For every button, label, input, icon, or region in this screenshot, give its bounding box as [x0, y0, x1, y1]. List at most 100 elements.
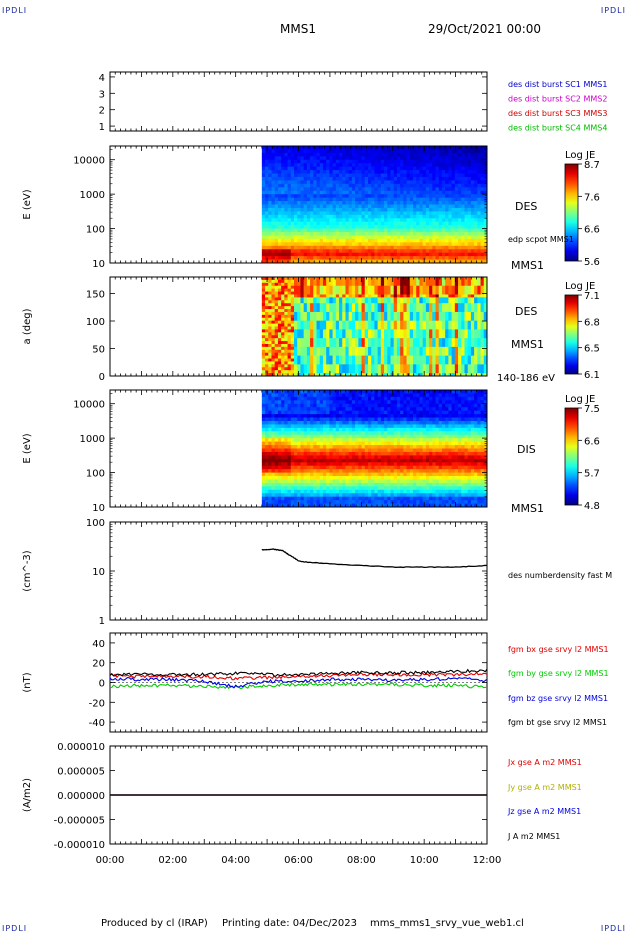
heatmap-cell	[451, 166, 456, 171]
heatmap-cell	[419, 373, 424, 377]
heatmap-cell	[467, 159, 472, 164]
heatmap-cell	[290, 349, 295, 354]
heatmap-cell	[358, 329, 362, 333]
heatmap-cell	[303, 294, 308, 298]
heatmap-cell	[319, 309, 324, 313]
heatmap-cell	[374, 361, 379, 365]
heatmap-cell	[355, 338, 359, 342]
heatmap-cell	[409, 343, 414, 348]
heatmap-cell	[441, 218, 446, 223]
heatmap-cell	[306, 364, 311, 368]
heatmap-cell	[306, 207, 311, 212]
heatmap-cell	[400, 300, 404, 304]
heatmap-cell	[348, 303, 353, 307]
heatmap-cell	[367, 201, 372, 205]
heatmap-cell	[377, 214, 382, 219]
heatmap-cell	[448, 166, 453, 171]
heatmap-cell	[467, 306, 472, 310]
heatmap-cell	[313, 249, 317, 254]
heatmap-cell	[377, 352, 382, 357]
heatmap-cell	[380, 170, 385, 174]
heatmap-cell	[400, 338, 404, 342]
heatmap-cell	[400, 288, 404, 292]
heatmap-cell	[445, 159, 449, 164]
heatmap-cell	[367, 221, 372, 226]
heatmap-cell	[361, 159, 366, 164]
heatmap-cell	[297, 291, 301, 295]
heatmap-cell	[277, 232, 282, 236]
heatmap-cell	[451, 306, 456, 310]
heatmap-cell	[361, 152, 366, 157]
heatmap-cell	[351, 300, 356, 304]
heatmap-cell	[470, 180, 475, 185]
heatmap-cell	[355, 285, 359, 290]
heatmap-cell	[374, 249, 379, 254]
heatmap-cell	[458, 146, 462, 150]
heatmap-cell	[377, 335, 382, 339]
heatmap-cell	[367, 176, 372, 181]
heatmap-cell	[396, 279, 401, 284]
y-tick-label: 4	[99, 73, 105, 84]
heatmap-cell	[271, 190, 276, 195]
heatmap-cell	[445, 194, 449, 199]
heatmap-cell	[461, 297, 465, 301]
heatmap-cell	[364, 355, 369, 359]
heatmap-cell	[374, 204, 379, 209]
heatmap-cell	[403, 197, 407, 202]
heatmap-cell	[367, 259, 372, 264]
heatmap-cell	[290, 149, 295, 154]
heatmap-cell	[461, 146, 465, 150]
heatmap-cell	[384, 358, 388, 362]
heatmap-cell	[425, 201, 430, 205]
heatmap-cell	[294, 180, 298, 185]
heatmap-cell	[406, 326, 411, 330]
heatmap-cell	[306, 329, 311, 333]
heatmap-cell	[284, 323, 288, 327]
heatmap-cell	[319, 346, 324, 351]
heatmap-cell	[380, 285, 385, 290]
heatmap-cell	[451, 317, 456, 322]
heatmap-cell	[339, 317, 343, 322]
heatmap-cell	[406, 346, 411, 351]
heatmap-cell	[332, 201, 337, 205]
heatmap-cell	[435, 346, 440, 351]
heatmap-cell	[413, 282, 417, 287]
heatmap-cell	[326, 201, 330, 205]
heatmap-cell	[403, 204, 407, 209]
heatmap-cell	[419, 256, 424, 260]
heatmap-cell	[432, 288, 436, 292]
heatmap-cell	[274, 201, 279, 205]
heatmap-cell	[300, 197, 305, 202]
heatmap-cell	[316, 367, 321, 371]
heatmap-cell	[441, 194, 446, 199]
heatmap-cell	[355, 211, 359, 216]
heatmap-cell	[467, 288, 472, 292]
heatmap-cell	[445, 183, 449, 188]
heatmap-cell	[387, 232, 391, 236]
heatmap-cell	[294, 370, 298, 374]
heatmap-cell	[367, 277, 372, 281]
heatmap-cell	[335, 285, 340, 290]
heatmap-cell	[461, 170, 465, 174]
heatmap-cell	[396, 152, 401, 157]
heatmap-cell	[432, 166, 436, 171]
heatmap-cell	[403, 166, 407, 171]
heatmap-cell	[319, 314, 324, 319]
heatmap-cell	[287, 166, 292, 171]
heatmap-cell	[477, 187, 481, 192]
heatmap-cell	[374, 282, 379, 287]
heatmap-cell	[290, 335, 295, 339]
heatmap-cell	[422, 314, 427, 319]
heatmap-cell	[316, 194, 321, 199]
heatmap-cell	[364, 176, 369, 181]
heatmap-cell	[377, 249, 382, 254]
heatmap-cell	[261, 170, 266, 174]
heatmap-cell	[406, 235, 411, 240]
heatmap-cell	[422, 166, 427, 171]
heatmap-cell	[425, 370, 430, 374]
heatmap-cell	[342, 197, 346, 202]
heatmap-cell	[268, 238, 272, 243]
heatmap-cell	[390, 288, 395, 292]
heatmap-cell	[467, 214, 472, 219]
heatmap-cell	[367, 341, 372, 345]
